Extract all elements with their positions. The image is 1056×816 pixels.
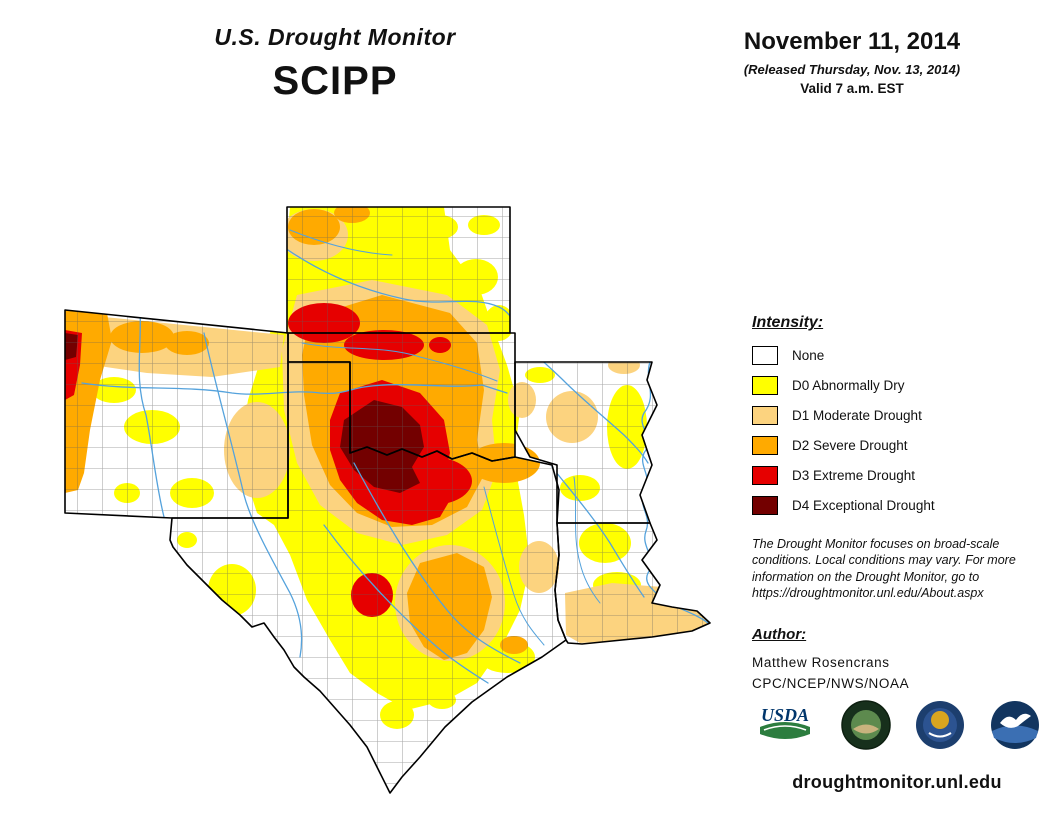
state-louisiana — [554, 522, 711, 645]
legend-label: D4 Exceptional Drought — [792, 498, 935, 513]
legend-label: D3 Extreme Drought — [792, 468, 916, 483]
ndmc-logo — [840, 700, 891, 750]
disclaimer-text: The Drought Monitor focuses on broad-sca… — [752, 537, 1016, 600]
doc-seal-logo — [916, 701, 965, 749]
legend-item-d2: D2 Severe Drought — [752, 436, 1052, 455]
swatch-d1 — [752, 406, 778, 425]
state-borders — [64, 206, 711, 794]
map-date: November 11, 2014 — [743, 28, 961, 55]
usda-swoosh — [760, 722, 810, 739]
legend-label: D1 Moderate Drought — [792, 408, 922, 423]
legend-heading: Intensity: — [752, 314, 824, 331]
drought-intensity-layers — [65, 207, 710, 793]
page-title: U.S. Drought Monitor — [214, 24, 456, 50]
legend-item-d3: D3 Extreme Drought — [752, 466, 1052, 485]
county-grid — [65, 207, 710, 793]
usda-logo-text: USDA — [761, 705, 809, 725]
released-date: (Released Thursday, Nov. 13, 2014) — [743, 62, 961, 77]
legend-item-d4: D4 Exceptional Drought — [752, 496, 1052, 515]
swatch-d2 — [752, 436, 778, 455]
author-heading: Author: — [752, 626, 807, 643]
legend-label: None — [792, 348, 825, 363]
usda-logo: USDA — [760, 705, 810, 739]
legend-item-d1: D1 Moderate Drought — [752, 406, 1052, 425]
date-block: November 11, 2014 (Released Thursday, No… — [706, 28, 998, 96]
region-title: SCIPP — [272, 59, 398, 103]
legend-label: D2 Severe Drought — [792, 438, 908, 453]
drought-map — [64, 206, 711, 794]
swatch-d0 — [752, 376, 778, 395]
swatch-d3 — [752, 466, 778, 485]
swatch-d4 — [752, 496, 778, 515]
title-block: U.S. Drought Monitor SCIPP — [150, 24, 520, 104]
author-name: Matthew Rosencrans — [752, 655, 890, 670]
noaa-logo — [990, 701, 1039, 749]
state-texas — [169, 361, 567, 794]
logo-row: USDA — [754, 700, 1040, 750]
legend: Intensity: None D0 Abnormally Dry D1 Mod… — [752, 314, 1052, 526]
legend-item-none: None — [752, 346, 1052, 365]
author-org: CPC/NCEP/NWS/NOAA — [752, 676, 910, 691]
legend-label: D0 Abnormally Dry — [792, 378, 905, 393]
legend-item-d0: D0 Abnormally Dry — [752, 376, 1052, 395]
state-arkansas — [514, 361, 658, 524]
swatch-none — [752, 346, 778, 365]
footer-url: droughtmonitor.unl.edu — [792, 772, 1002, 792]
author-block: Author: Matthew Rosencrans CPC/NCEP/NWS/… — [752, 626, 1044, 697]
valid-time: Valid 7 a.m. EST — [800, 81, 904, 96]
